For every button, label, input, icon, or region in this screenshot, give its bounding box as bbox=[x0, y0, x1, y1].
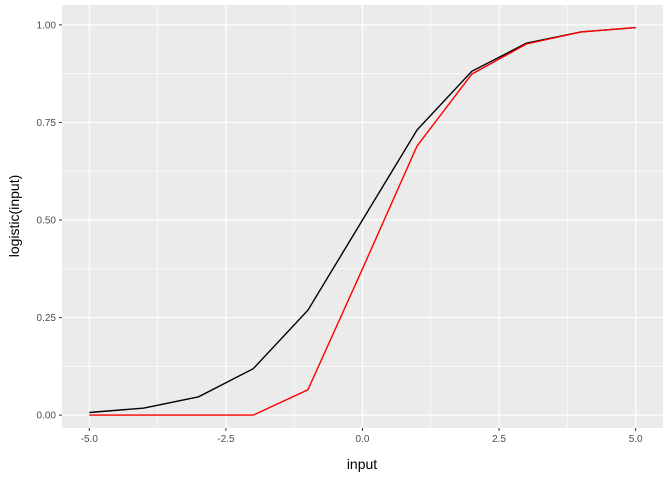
y-tick-label: 0.75 bbox=[37, 118, 57, 129]
x-tick-label: 0.0 bbox=[356, 434, 370, 445]
series-lines bbox=[89, 26, 636, 416]
series-line-2 bbox=[89, 26, 636, 416]
y-tick-label: 0.00 bbox=[37, 411, 57, 422]
x-tick-label: -2.5 bbox=[217, 434, 235, 445]
axis-ticks: -5.0 -2.5 0.0 2.5 5.0 0.00 0.25 0.50 0.75 1.00 bbox=[37, 20, 644, 445]
gridlines bbox=[62, 5, 663, 428]
x-tick-label: 5.0 bbox=[629, 434, 643, 445]
y-tick-label: 1.00 bbox=[37, 20, 57, 31]
x-tick-label: 2.5 bbox=[492, 434, 506, 445]
y-tick-label: 0.50 bbox=[37, 216, 57, 227]
x-axis-label: input bbox=[347, 456, 377, 472]
y-tick-label: 0.25 bbox=[37, 313, 57, 324]
y-axis-label: logistic(input) bbox=[6, 175, 22, 257]
x-tick-label: -5.0 bbox=[81, 434, 99, 445]
